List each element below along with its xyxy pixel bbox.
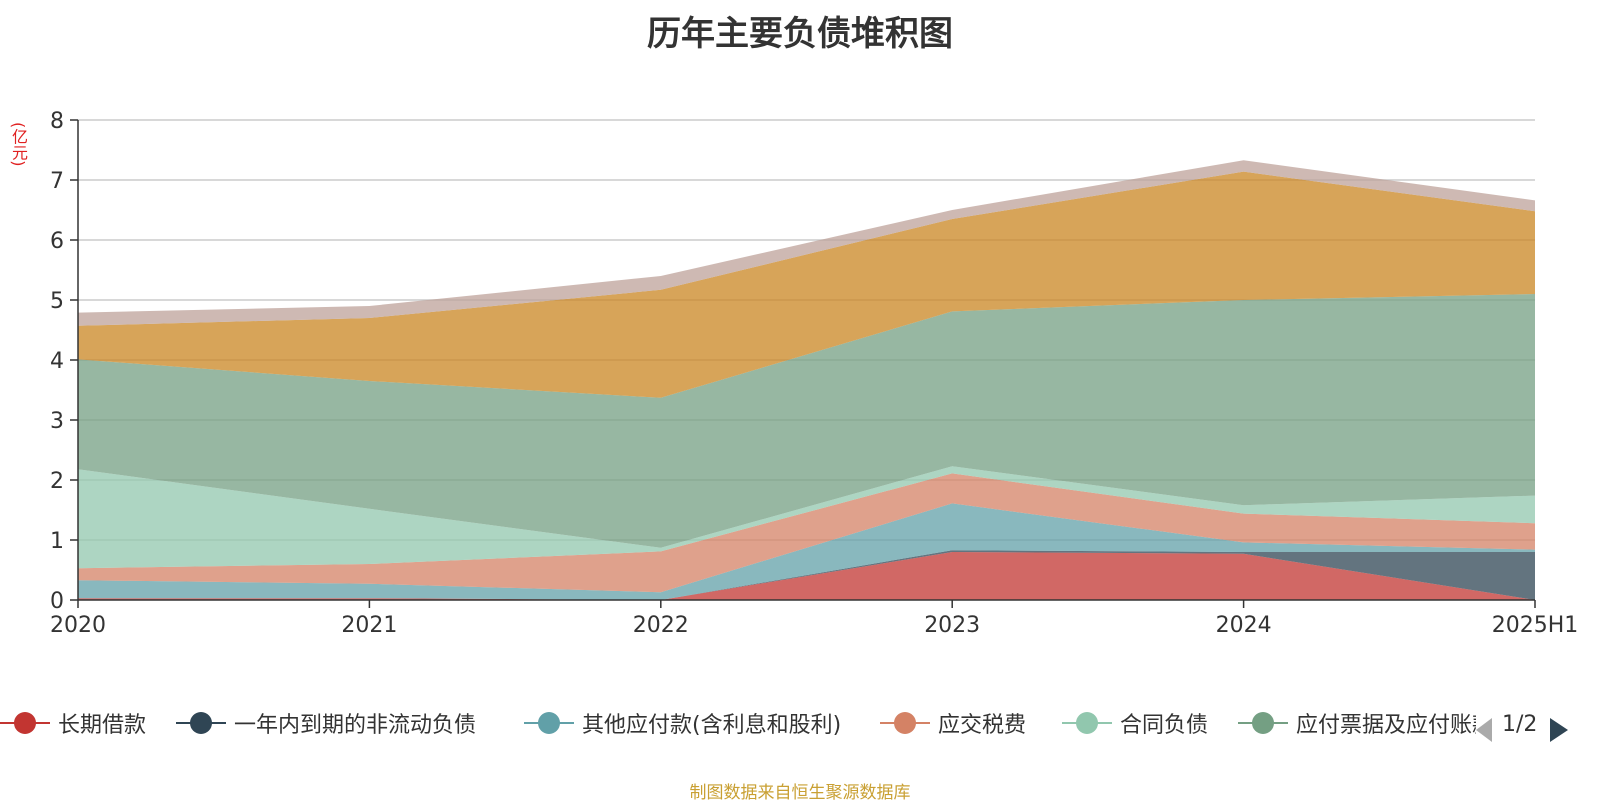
y-axis-unit: (亿元): [9, 122, 28, 167]
legend-pager: 1/2: [1476, 712, 1600, 748]
y-tick-label: 5: [50, 289, 64, 314]
area-series: [78, 160, 1535, 600]
legend-marker-icon: [524, 705, 574, 741]
chart-title: 历年主要负债堆积图: [647, 14, 953, 54]
legend-prev-page-icon[interactable]: [1476, 718, 1492, 742]
legend-marker-icon: [176, 705, 226, 741]
y-tick-label: 3: [50, 409, 64, 434]
legend-item[interactable]: 应付票据及应付账款: [1238, 705, 1476, 741]
legend-marker-icon: [1062, 705, 1112, 741]
area-series-1: [78, 550, 1535, 600]
legend-item[interactable]: 合同负债: [1062, 705, 1208, 741]
legend-next-page-icon[interactable]: [1550, 718, 1568, 742]
legend-item[interactable]: 其他应付款(含利息和股利): [524, 705, 841, 741]
area-series-4: [78, 466, 1535, 569]
legend-label: 应交税费: [938, 713, 1027, 738]
legend-page-indicator: 1/2: [1502, 712, 1538, 737]
x-tick-label: 2023: [924, 613, 980, 638]
y-tick-label: 0: [50, 589, 64, 614]
stacked-area-chart: 0 1 2 3 4 5 6 7 8 2020 2021 2022 2023 2024 2025H1: [50, 109, 1578, 638]
area-series-6: [78, 171, 1535, 398]
y-tick-label: 4: [50, 349, 64, 374]
x-tick-label: 2025H1: [1492, 613, 1579, 638]
legend-label: 合同负债: [1120, 713, 1209, 738]
x-tick-label: 2021: [341, 613, 397, 638]
x-tick-label: 2024: [1216, 613, 1272, 638]
legend-marker-icon: [880, 705, 930, 741]
legend-label: 其他应付款(含利息和股利): [582, 713, 842, 738]
area-series-5: [78, 294, 1535, 548]
legend: 长期借款 一年内到期的非流动负债 其他应付款(含利息和股利) 应交税费 合同负债 应付票据…: [0, 705, 1600, 741]
y-tick-label: 6: [50, 229, 64, 254]
legend-label: 长期借款: [58, 713, 147, 738]
data-source-note: 制图数据来自恒生聚源数据库: [689, 783, 911, 803]
legend-marker-icon: [1238, 705, 1288, 741]
legend-item[interactable]: 一年内到期的非流动负债: [176, 705, 476, 741]
legend-item[interactable]: 长期借款: [0, 705, 146, 741]
x-tick-label: 2020: [50, 613, 106, 638]
y-tick-label: 1: [50, 529, 64, 554]
axes: 0 1 2 3 4 5 6 7 8 2020 2021 2022 2023 2024 2025H1: [50, 109, 1578, 638]
y-tick-label: 7: [50, 169, 64, 194]
legend-label: 应付票据及应付账款: [1296, 713, 1476, 738]
area-series-3: [78, 473, 1535, 593]
legend-label: 一年内到期的非流动负债: [234, 713, 477, 738]
x-tick-label: 2022: [633, 613, 689, 638]
area-series-7: [78, 160, 1535, 326]
legend-item[interactable]: 应交税费: [880, 705, 1026, 741]
y-tick-label: 2: [50, 469, 64, 494]
area-series-2: [78, 503, 1535, 600]
legend-marker-icon: [0, 705, 50, 741]
y-tick-label: 8: [50, 109, 64, 134]
